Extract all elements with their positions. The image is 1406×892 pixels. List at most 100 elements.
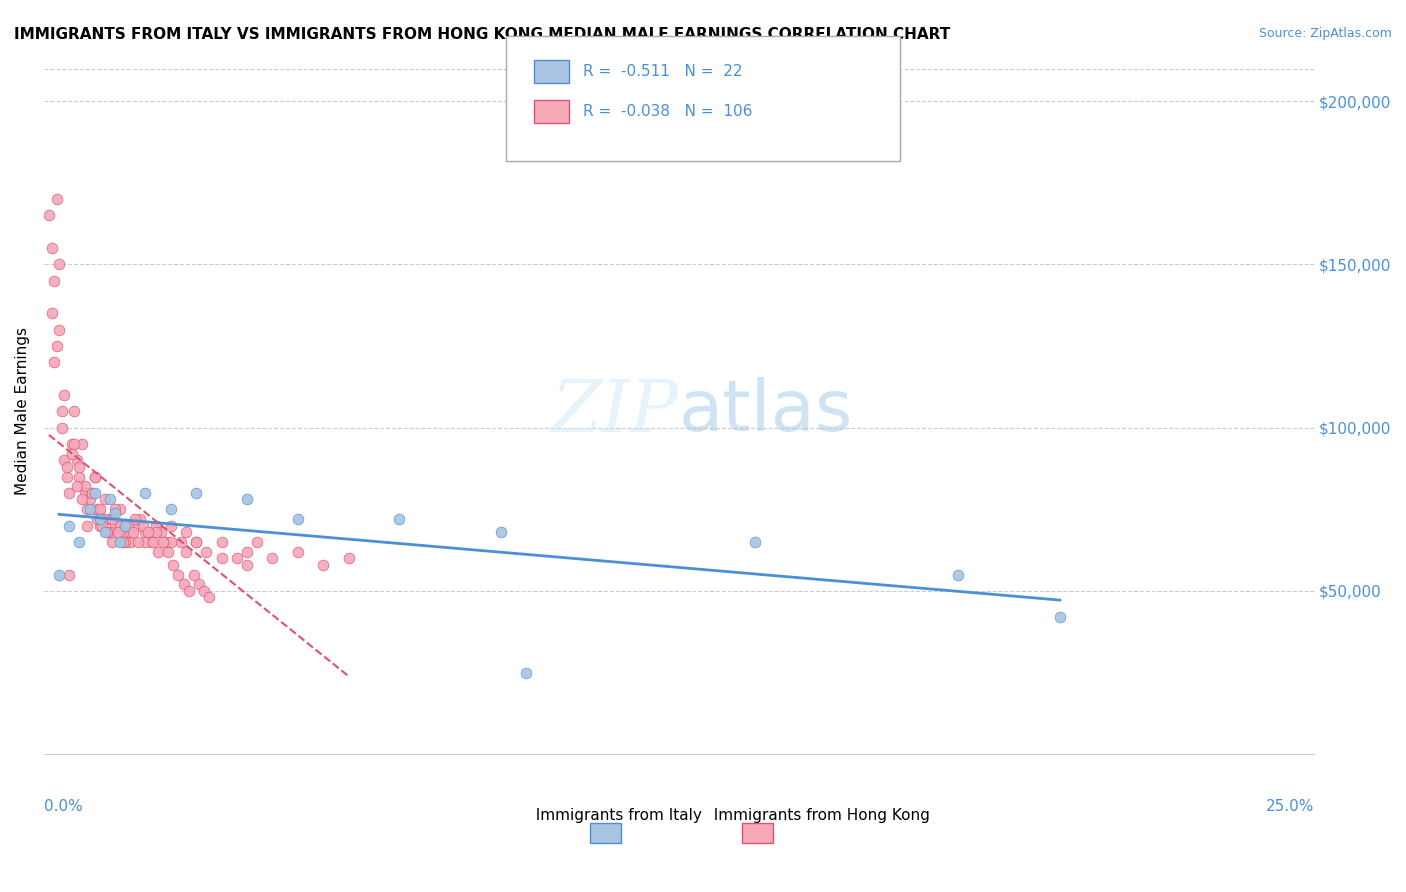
Point <box>160 535 183 549</box>
Point <box>186 535 208 549</box>
Point <box>58 567 80 582</box>
Point <box>160 518 183 533</box>
Text: R =  -0.511   N =  22: R = -0.511 N = 22 <box>583 64 742 78</box>
Point <box>183 567 205 582</box>
Point <box>83 486 105 500</box>
Point <box>76 502 98 516</box>
Point <box>211 535 233 549</box>
Point <box>76 518 98 533</box>
Point <box>45 339 67 353</box>
Point <box>195 545 218 559</box>
Point <box>148 545 170 559</box>
Point <box>120 525 142 540</box>
Point <box>73 479 96 493</box>
Point <box>45 192 67 206</box>
Point <box>83 469 105 483</box>
Point <box>744 535 766 549</box>
Point <box>66 453 89 467</box>
Point <box>312 558 335 572</box>
Point <box>96 525 118 540</box>
Point <box>174 545 197 559</box>
Point <box>173 577 195 591</box>
Point <box>186 486 208 500</box>
Point <box>89 502 111 516</box>
Point <box>82 486 104 500</box>
Point <box>515 665 537 680</box>
Point <box>124 518 146 533</box>
Point <box>134 535 156 549</box>
Point <box>187 577 209 591</box>
Text: IMMIGRANTS FROM ITALY VS IMMIGRANTS FROM HONG KONG MEDIAN MALE EARNINGS CORRELAT: IMMIGRANTS FROM ITALY VS IMMIGRANTS FROM… <box>14 27 950 42</box>
Point <box>89 512 111 526</box>
Point <box>120 535 142 549</box>
Point <box>104 506 127 520</box>
Point <box>132 518 155 533</box>
Point <box>101 535 124 549</box>
Point <box>79 502 101 516</box>
Point <box>98 525 121 540</box>
Point <box>69 469 91 483</box>
Point <box>51 420 73 434</box>
Point <box>129 512 152 526</box>
Point <box>170 535 193 549</box>
Text: 25.0%: 25.0% <box>1265 798 1313 814</box>
Point <box>236 545 259 559</box>
Point <box>186 535 208 549</box>
Point <box>134 525 156 540</box>
Text: Immigrants from Hong Kong: Immigrants from Hong Kong <box>704 808 931 823</box>
Point <box>167 567 190 582</box>
Point <box>114 518 136 533</box>
Text: 0.0%: 0.0% <box>44 798 83 814</box>
Point <box>117 518 139 533</box>
Point <box>41 306 63 320</box>
Point <box>55 469 77 483</box>
Point <box>55 459 77 474</box>
Point <box>134 486 156 500</box>
Point <box>145 525 167 540</box>
Point <box>489 525 512 540</box>
Point <box>121 525 143 540</box>
Point <box>89 518 111 533</box>
Text: atlas: atlas <box>679 376 853 446</box>
Point <box>160 502 183 516</box>
Point <box>114 535 136 549</box>
Point <box>104 502 127 516</box>
Point <box>246 535 269 549</box>
Point <box>108 502 131 516</box>
Point <box>101 512 124 526</box>
Point <box>177 583 200 598</box>
Point <box>86 512 108 526</box>
Point <box>287 512 309 526</box>
Point <box>53 453 76 467</box>
Point <box>41 241 63 255</box>
Point <box>225 551 247 566</box>
Point <box>42 274 65 288</box>
Point <box>73 486 96 500</box>
Point <box>152 535 174 549</box>
Point <box>124 512 146 526</box>
Point <box>51 404 73 418</box>
Point <box>107 525 129 540</box>
Point <box>104 518 127 533</box>
Point <box>58 486 80 500</box>
Point <box>198 591 221 605</box>
Point <box>69 535 91 549</box>
Point <box>86 502 108 516</box>
Point <box>388 512 411 526</box>
Point <box>60 447 83 461</box>
Point <box>63 404 86 418</box>
Point <box>66 479 89 493</box>
Point <box>69 459 91 474</box>
Point <box>145 518 167 533</box>
Point <box>149 525 172 540</box>
Point <box>337 551 360 566</box>
Point <box>91 512 114 526</box>
Point <box>94 512 117 526</box>
Point <box>174 525 197 540</box>
Point <box>111 535 134 549</box>
Text: ZIP: ZIP <box>551 376 679 447</box>
Point <box>48 567 70 582</box>
Point <box>1049 610 1071 624</box>
Point <box>38 209 60 223</box>
Point <box>162 558 184 572</box>
